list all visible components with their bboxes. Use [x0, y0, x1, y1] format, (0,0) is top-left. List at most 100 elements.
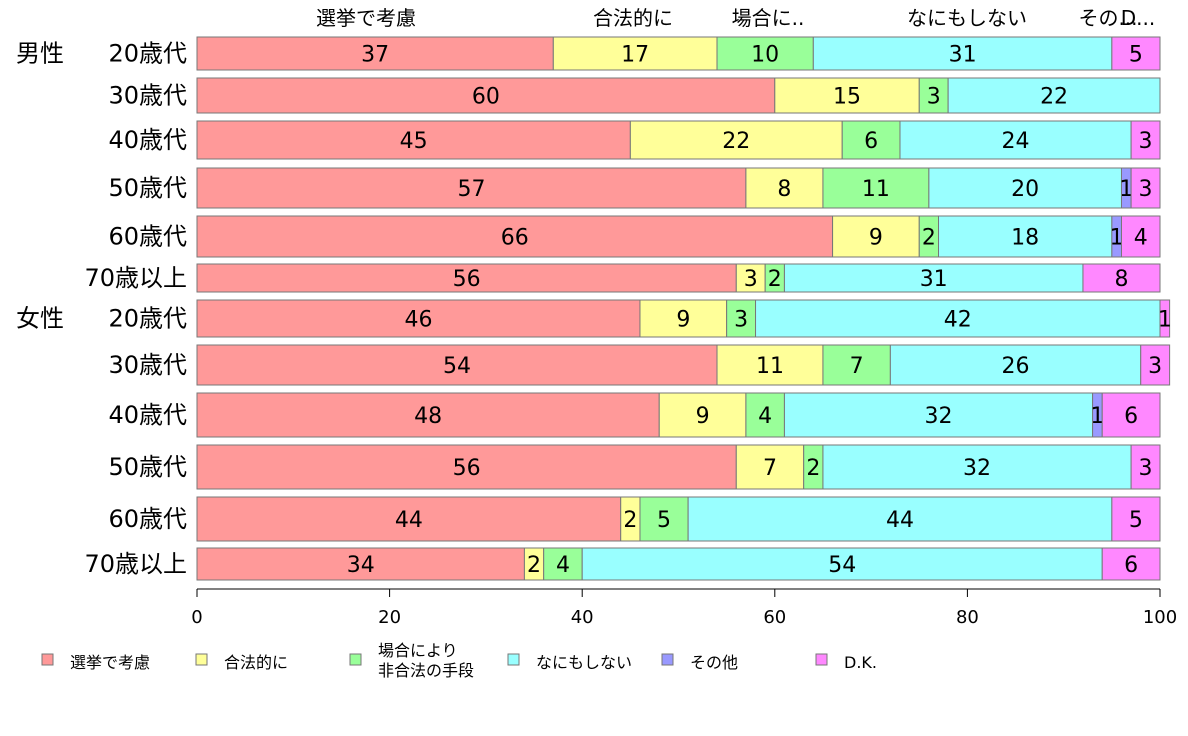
data-label: 8	[777, 177, 791, 202]
bar-segment	[841, 120, 901, 160]
bar-segment	[196, 77, 776, 114]
data-label: 2	[623, 508, 637, 533]
data-label: 11	[756, 354, 784, 379]
x-axis: 0 20 40 60 80 100	[191, 588, 1177, 628]
data-label: 1	[1119, 177, 1133, 202]
bar-segment	[1111, 496, 1161, 542]
data-label: 6	[864, 129, 878, 154]
column-header: その...	[1078, 6, 1137, 30]
data-label: 1	[1110, 226, 1124, 251]
data-label: 45	[400, 129, 428, 154]
bar-segment	[1130, 120, 1161, 160]
legend-label: 場合により非合法の手段	[378, 641, 474, 680]
x-tick-label: 40	[571, 607, 594, 628]
data-label: 57	[457, 177, 485, 202]
data-label: 4	[556, 553, 570, 578]
bar-segment	[755, 299, 1161, 338]
data-label: 2	[768, 267, 782, 292]
bar-segment	[629, 120, 843, 160]
bar-segment	[196, 167, 747, 209]
legend-swatch	[815, 653, 828, 666]
category-label: 50歳代	[108, 174, 187, 202]
legend-swatch	[661, 653, 674, 666]
bar-segment	[735, 263, 766, 293]
category-label: 20歳代	[108, 40, 187, 68]
bar-segment	[1082, 263, 1161, 293]
data-label: 1	[1090, 404, 1104, 429]
data-label: 3	[744, 267, 758, 292]
group-label: 男性	[16, 40, 64, 68]
data-label: 18	[1011, 226, 1039, 251]
category-label: 60歳代	[108, 505, 187, 533]
bar-segment	[735, 444, 805, 490]
bar-segment	[552, 36, 718, 71]
data-label: 26	[1002, 354, 1030, 379]
data-label: 5	[657, 508, 671, 533]
data-label: 1	[1158, 308, 1172, 333]
x-tick-label: 100	[1143, 607, 1177, 628]
data-label: 9	[676, 308, 690, 333]
data-label: 2	[527, 553, 541, 578]
x-tick-label: 80	[956, 607, 979, 628]
data-label: 4	[1134, 226, 1148, 251]
bar-segment	[832, 215, 920, 258]
bar-segment	[1159, 299, 1171, 338]
category-label: 30歳代	[108, 82, 187, 110]
data-label: 42	[944, 308, 972, 333]
category-label: 70歳以上	[84, 264, 187, 292]
bar-segment	[928, 167, 1122, 209]
data-label: 7	[763, 456, 777, 481]
category-labels: 20歳代 30歳代 40歳代 50歳代 60歳代 70歳以上 20歳代 30歳代 40歳代 50歳…	[84, 40, 187, 579]
data-label: 32	[925, 404, 953, 429]
category-label: 40歳代	[108, 126, 187, 154]
bar-segment	[196, 344, 718, 386]
data-label: 20	[1011, 177, 1039, 202]
data-label: 3	[927, 85, 941, 110]
bar-segment	[783, 263, 1084, 293]
legend: 選挙で考慮 合法的に 場合により非合法の手段 なにもしない その他 D.K.	[41, 641, 877, 680]
category-label: 70歳以上	[84, 550, 187, 578]
bar-segment	[1120, 215, 1161, 258]
bar-segment	[1101, 392, 1161, 438]
legend-label: なにもしない	[536, 653, 632, 672]
bar-segment	[196, 263, 737, 293]
x-tick-label: 60	[763, 607, 786, 628]
bar-segment	[581, 547, 1103, 581]
data-label: 66	[501, 226, 529, 251]
data-label: 44	[886, 508, 914, 533]
bar-segment	[1130, 444, 1161, 490]
bar-segment	[745, 167, 824, 209]
bar-segment	[196, 215, 834, 258]
bar-segment	[658, 392, 747, 438]
data-label: 9	[869, 226, 883, 251]
bar-segment	[716, 344, 824, 386]
column-header: 選挙で考慮	[316, 6, 416, 30]
data-label: 31	[949, 43, 977, 68]
bar-segment	[822, 344, 891, 386]
category-label: 50歳代	[108, 453, 187, 481]
legend-swatch	[41, 653, 54, 666]
bar-segment	[745, 392, 785, 438]
data-label: 2	[922, 226, 936, 251]
data-label: 56	[453, 267, 481, 292]
column-header: 場合に..	[732, 6, 805, 30]
column-header: なにもしない	[907, 6, 1027, 30]
data-label: 9	[696, 404, 710, 429]
data-label: 3	[1139, 456, 1153, 481]
data-label: 3	[1148, 354, 1162, 379]
category-label: 20歳代	[108, 305, 187, 333]
bar-segment	[938, 215, 1113, 258]
category-label: 60歳代	[108, 223, 187, 251]
data-label: 4	[758, 404, 772, 429]
data-label: 46	[404, 308, 432, 333]
group-label: 女性	[16, 305, 64, 333]
data-label: 24	[1002, 129, 1030, 154]
data-label: 44	[395, 508, 423, 533]
legend-label: 合法的に	[224, 653, 288, 672]
bar-segment	[899, 120, 1132, 160]
legend-swatch	[507, 653, 520, 666]
data-label: 7	[850, 354, 864, 379]
